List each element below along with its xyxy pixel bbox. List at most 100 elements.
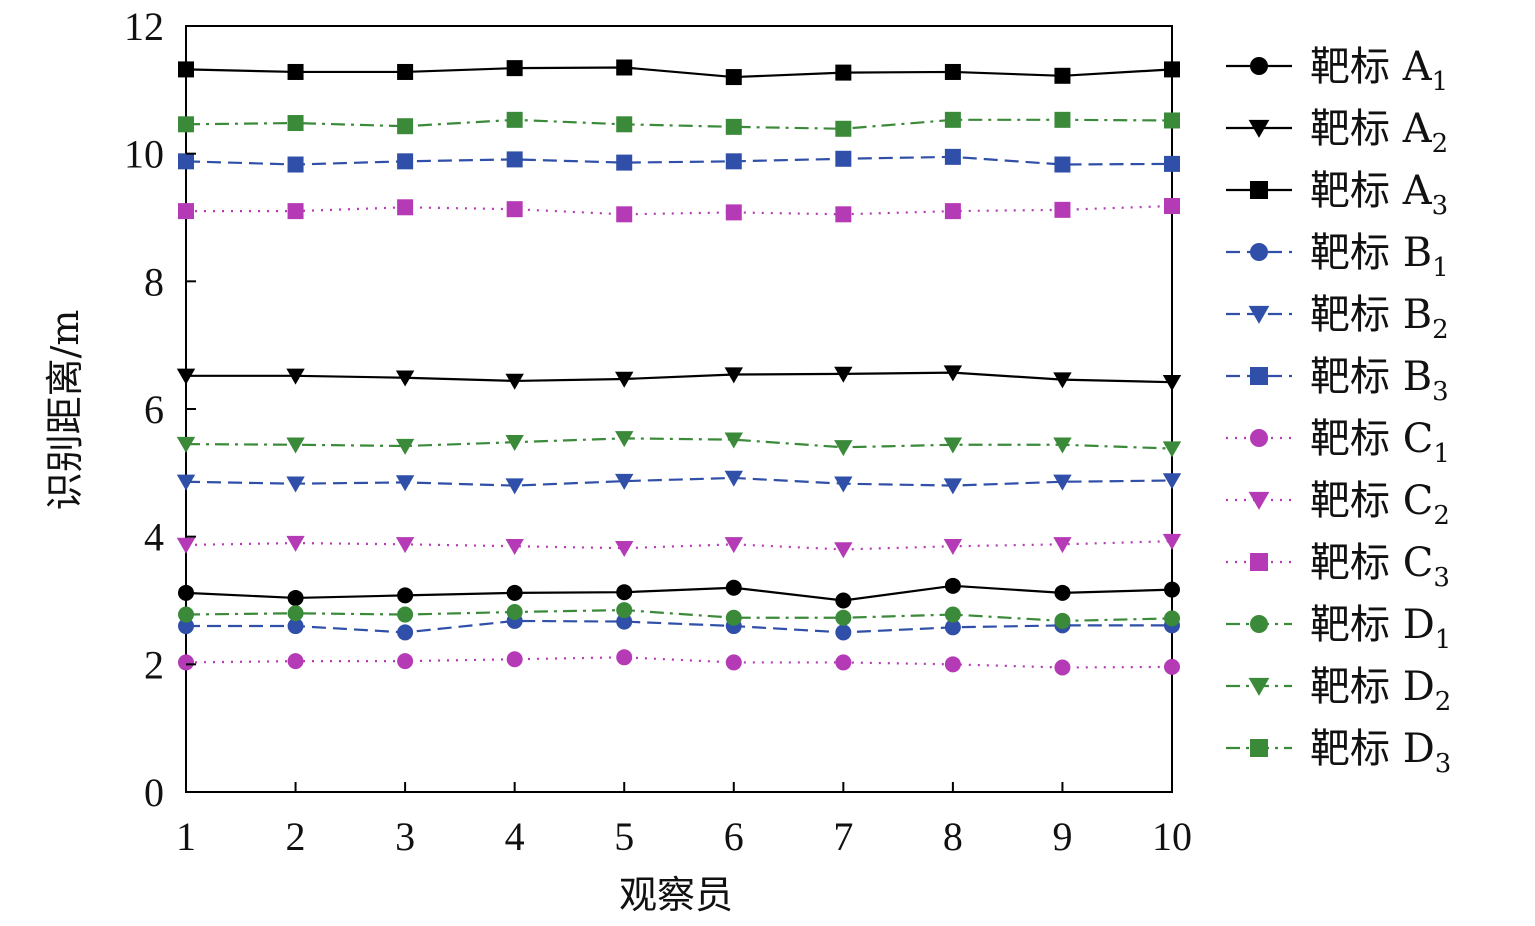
legend-marker [1248,677,1270,696]
data-point [178,584,194,601]
data-point [178,61,194,78]
legend-entry: 靶标 A2 [1226,106,1448,159]
data-point [724,432,743,449]
data-point [1053,474,1072,491]
data-point [286,368,305,385]
legend-marker [1250,181,1268,199]
y-tick-label: 0 [144,770,164,815]
series-line [185,437,1173,450]
series-8 [176,533,1182,559]
legend-label: 靶标 C2 [1310,478,1450,531]
series-group [176,59,1182,676]
legend-entry: 靶标 D2 [1226,664,1451,717]
data-point [616,649,633,666]
series-line [185,656,1173,669]
legend-marker [1250,367,1268,385]
data-point [178,153,194,170]
data-point [1054,612,1071,629]
data-point [724,367,743,384]
data-point [287,63,304,80]
x-tick-label: 2 [286,814,306,859]
x-tick-label: 10 [1152,814,1192,859]
data-point [176,368,196,385]
legend-marker [1248,119,1270,138]
legend-marker [1250,429,1268,447]
data-point [287,156,304,173]
data-point [616,206,633,223]
data-point [505,539,524,556]
series-10 [178,602,1180,629]
data-point [1164,610,1180,627]
y-tick-label: 12 [124,4,164,49]
legend-marker [1250,739,1268,757]
data-point [286,437,305,454]
data-point [286,535,305,552]
data-point [944,148,961,165]
data-point [506,111,523,128]
data-point [616,116,633,133]
data-point [395,370,415,387]
data-point [944,203,961,220]
data-point [725,579,742,596]
data-point [397,587,414,604]
legend-label: 靶标 B1 [1310,230,1449,283]
data-point [944,606,961,623]
data-point [506,603,523,620]
x-tick-label: 1 [176,814,196,859]
data-point [725,118,742,135]
data-point [1162,473,1182,490]
data-point [943,365,963,382]
legend-entry: 靶标 A1 [1226,44,1448,97]
legend-entry: 靶标 A3 [1226,168,1448,221]
data-point [287,618,304,635]
y-tick-label: 4 [144,515,164,560]
data-point [943,539,963,556]
legend-marker [1248,305,1270,324]
data-point [178,654,194,671]
data-point [287,203,304,220]
data-point [834,542,853,559]
legend-entry: 靶标 D3 [1226,726,1451,779]
data-point [397,199,414,216]
y-tick-label: 6 [144,387,164,432]
legend-marker [1250,243,1268,261]
series-11 [176,431,1182,458]
data-point [505,478,524,495]
series-line [186,619,1172,634]
data-point [506,60,523,77]
legend-entry: 靶标 B3 [1226,354,1449,407]
data-point [724,537,743,554]
data-point [834,476,853,493]
series-line [185,540,1173,551]
legend-label: 靶标 B3 [1310,354,1449,407]
data-point [178,116,194,133]
data-point [944,63,961,80]
series-line [186,204,1173,216]
legend-entry: 靶标 B2 [1226,292,1449,345]
series-line [185,608,1173,623]
x-tick-label: 3 [395,814,415,859]
data-point [1054,67,1071,84]
data-point [397,153,414,170]
data-point [943,478,963,495]
series-2 [176,365,1182,391]
data-point [835,609,852,626]
x-tick-label: 7 [833,814,853,859]
series-9 [178,198,1180,223]
legend-label: 靶标 A3 [1310,168,1448,221]
data-point [397,118,414,135]
data-point [176,537,196,554]
legend-label: 靶标 D1 [1310,602,1451,655]
data-point [397,606,414,623]
legend-label: 靶标 D2 [1310,664,1451,717]
data-point [1054,156,1071,173]
legend-entry: 靶标 D1 [1226,602,1451,655]
data-point [506,201,523,218]
x-tick-label: 6 [724,814,744,859]
data-point [287,115,304,132]
y-tick-label: 10 [124,132,164,177]
data-point [1162,533,1182,550]
data-point [287,605,304,622]
data-point [615,431,634,448]
